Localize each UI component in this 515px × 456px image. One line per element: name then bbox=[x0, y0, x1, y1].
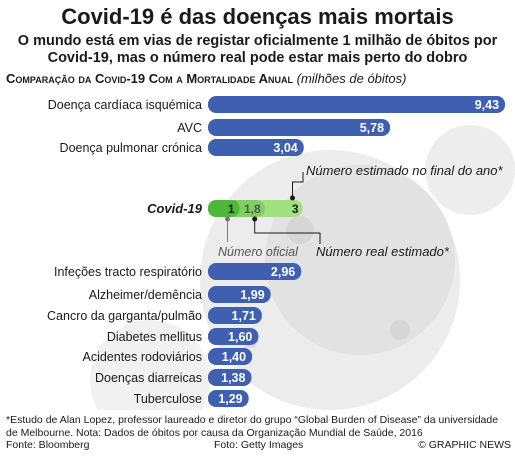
bar-5 bbox=[208, 307, 262, 324]
annotation-real: Número real estimado* bbox=[316, 244, 450, 259]
value-label-4: 1,99 bbox=[240, 288, 264, 302]
value-label-3: 2,96 bbox=[271, 265, 295, 279]
section-title: Comparação da Covid-19 Com a Mortalidade… bbox=[6, 71, 294, 86]
value-label-1: 5,78 bbox=[360, 121, 384, 135]
source-credit: Fonte: Bloomberg bbox=[6, 439, 90, 451]
photo-credit: Foto: Getty Images bbox=[214, 439, 304, 451]
subtitle-line-1: O mundo está em vias de registar oficial… bbox=[17, 33, 498, 49]
category-label-4: Alzheimer/demência bbox=[89, 288, 202, 302]
category-label-1: AVC bbox=[177, 121, 202, 135]
bar-7 bbox=[208, 348, 253, 365]
bar-0 bbox=[208, 96, 506, 113]
covid-label: Covid-19 bbox=[147, 201, 203, 216]
annotation-year-end: Número estimado no final do ano* bbox=[306, 163, 504, 178]
category-label-7: Acidentes rodoviários bbox=[82, 350, 202, 364]
category-label-6: Diabetes mellitus bbox=[107, 330, 202, 344]
covid-year-end-value: 3 bbox=[292, 202, 299, 216]
annotation-official-dot bbox=[225, 216, 230, 222]
covid-real-value: 1,8 bbox=[244, 202, 261, 216]
value-label-2: 3,04 bbox=[273, 141, 297, 155]
annotation-official: Número oficial bbox=[218, 245, 299, 259]
bar-9 bbox=[208, 390, 249, 407]
value-label-8: 1,38 bbox=[221, 371, 245, 385]
chart-title: Covid-19 é das doenças mais mortais bbox=[61, 4, 454, 29]
bar-2 bbox=[208, 139, 304, 156]
value-label-5: 1,71 bbox=[232, 309, 256, 323]
section-unit: (milhões de óbitos) bbox=[296, 71, 407, 86]
bar-4 bbox=[208, 286, 271, 303]
bar-6 bbox=[208, 328, 259, 345]
chart-subtitle: O mundo está em vias de registar oficial… bbox=[6, 33, 509, 67]
subtitle-line-2: Covid-19, mas o número real pode estar m… bbox=[47, 50, 468, 66]
value-label-9: 1,29 bbox=[218, 392, 242, 406]
bar-8 bbox=[208, 369, 252, 386]
category-label-2: Doença pulmonar crónica bbox=[60, 141, 202, 155]
bar-1 bbox=[208, 119, 391, 136]
value-label-0: 9,43 bbox=[475, 98, 499, 112]
category-label-5: Cancro da garganta/pulmão bbox=[47, 309, 202, 323]
annotation-year-end-dot bbox=[290, 195, 295, 201]
value-label-6: 1,60 bbox=[228, 330, 252, 344]
covid-official-value: 1 bbox=[228, 202, 235, 216]
category-label-8: Doenças diarreicas bbox=[95, 371, 202, 385]
category-label-9: Tuberculose bbox=[134, 392, 202, 406]
value-label-7: 1,40 bbox=[222, 350, 246, 364]
section-heading: Comparação da Covid-19 Com a Mortalidade… bbox=[6, 71, 511, 86]
footnote: *Estudo de Alan Lopez, professor lauread… bbox=[6, 414, 511, 440]
credits: Fonte: Bloomberg Foto: Getty Images © GR… bbox=[6, 439, 511, 451]
bar-3 bbox=[208, 263, 302, 280]
category-label-3: Infeções tracto respiratório bbox=[54, 265, 202, 279]
footnote-line-1: *Estudo de Alan Lopez, professor lauread… bbox=[6, 414, 499, 426]
annotation-real-line bbox=[254, 219, 321, 244]
covid-bar-official bbox=[208, 200, 240, 217]
annotation-year-end-line bbox=[292, 172, 304, 198]
footnote-line-2: de Melbourne. Nota: Dados de óbitos por … bbox=[6, 427, 423, 439]
annotation-real-dot bbox=[252, 216, 258, 222]
copyright: © GRAPHIC NEWS bbox=[418, 439, 511, 451]
category-label-0: Doença cardíaca isquémica bbox=[48, 98, 202, 112]
